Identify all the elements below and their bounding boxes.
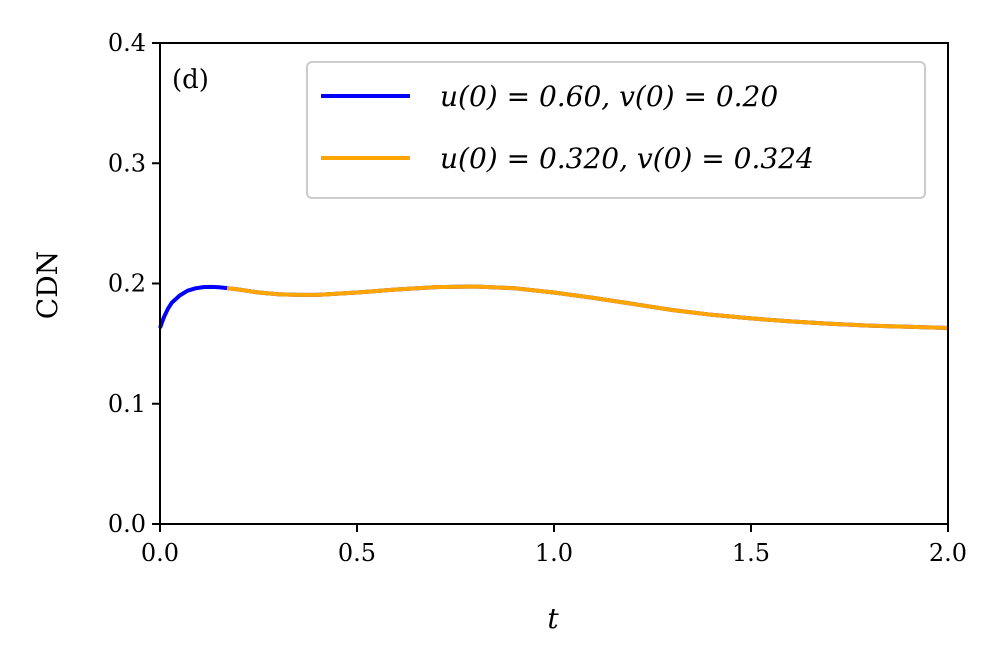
plot-area: [158, 284, 949, 330]
x-tick-label: 1.5: [732, 539, 770, 567]
y-tick-label: 0.4: [108, 29, 146, 57]
legend-label-series-2: u(0) = 0.320, v(0) = 0.324: [440, 142, 814, 175]
y-tick-label: 0.3: [108, 149, 146, 177]
y-tick-label: 0.2: [108, 270, 146, 298]
x-tick-label: 2.0: [929, 539, 967, 567]
legend-box: [306, 61, 926, 199]
legend-label-series-1: u(0) = 0.60, v(0) = 0.20: [440, 80, 778, 113]
x-tick-label: 1.0: [535, 539, 573, 567]
y-tick-label: 0.0: [108, 510, 146, 538]
panel-label: (d): [172, 65, 209, 95]
y-axis-ticks: 0.0 0.1 0.2 0.3 0.4: [108, 29, 160, 538]
legend: u(0) = 0.60, v(0) = 0.20 u(0) = 0.320, v…: [306, 61, 926, 199]
x-tick-label: 0.5: [338, 539, 376, 567]
y-axis-label: CDN: [31, 251, 64, 319]
series-line-2: [226, 284, 949, 330]
x-axis-ticks: 0.0 0.5 1.0 1.5 2.0: [141, 524, 967, 567]
plot-frame: [159, 42, 949, 525]
x-axis-label: t: [547, 602, 559, 635]
y-tick-label: 0.1: [108, 390, 146, 418]
x-tick-label: 0.0: [141, 539, 179, 567]
